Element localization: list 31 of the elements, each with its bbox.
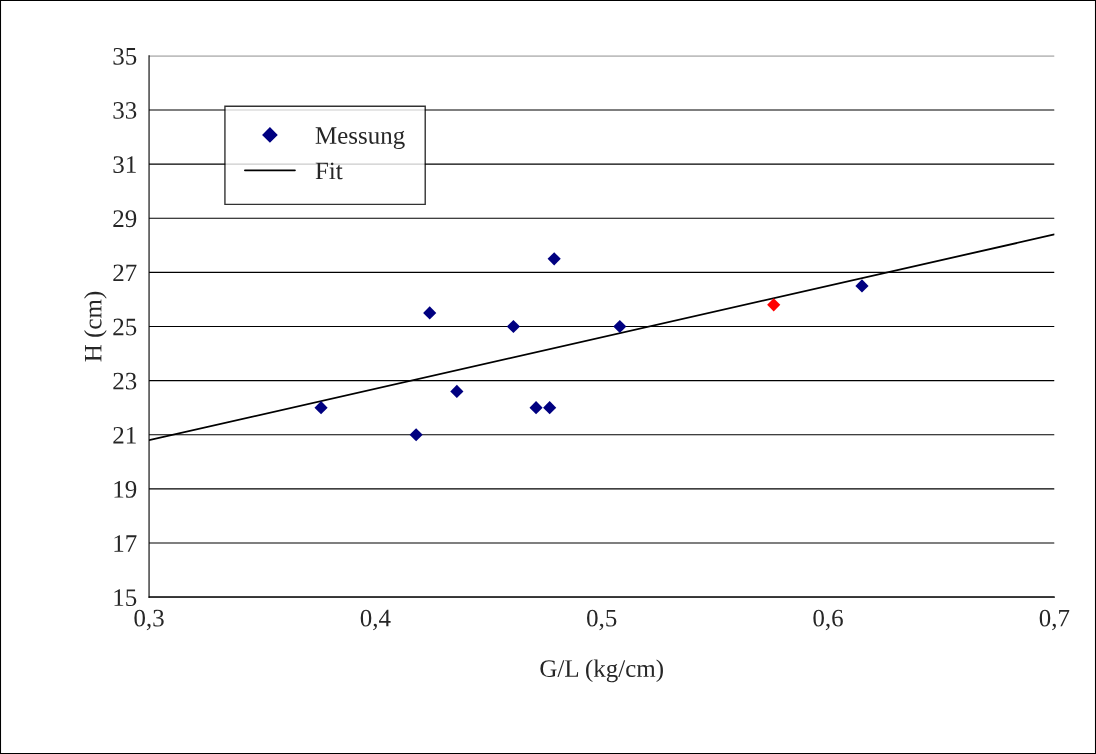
point <box>506 319 521 334</box>
x-tick-label: 0,5 <box>587 609 617 631</box>
y-tick-label: 19 <box>114 481 137 498</box>
x-axis-title: G/L (kg/cm) <box>540 659 663 683</box>
y-tick-label: 23 <box>113 372 137 390</box>
legend-label: Fit <box>315 162 343 180</box>
point <box>450 384 464 399</box>
legend-label: Messung <box>315 127 405 150</box>
x-tick-label: 0,4 <box>360 609 391 631</box>
point <box>547 252 561 266</box>
y-tick-label: 17 <box>114 535 137 552</box>
x-tick-label: 0,3 <box>134 609 164 631</box>
y-axis-title: H (cm) <box>84 291 107 362</box>
y-tick-label: 25 <box>113 318 137 336</box>
point <box>767 298 781 312</box>
y-tick-label: 33 <box>113 102 137 119</box>
y-tick-label: 15 <box>114 589 137 607</box>
point <box>423 306 437 320</box>
y-tick-label: 21 <box>113 426 136 444</box>
point <box>409 428 423 442</box>
point <box>314 401 328 415</box>
point <box>543 401 557 415</box>
point <box>613 319 627 334</box>
x-tick-label: 0,7 <box>1039 609 1070 631</box>
point <box>855 279 869 293</box>
point <box>529 401 543 415</box>
y-tick-label: 35 <box>113 47 137 65</box>
x-tick-label: 0,6 <box>813 609 843 631</box>
y-tick-label: 27 <box>113 264 137 282</box>
y-tick-label: 31 <box>113 156 136 173</box>
y-tick-label: 29 <box>113 210 137 228</box>
